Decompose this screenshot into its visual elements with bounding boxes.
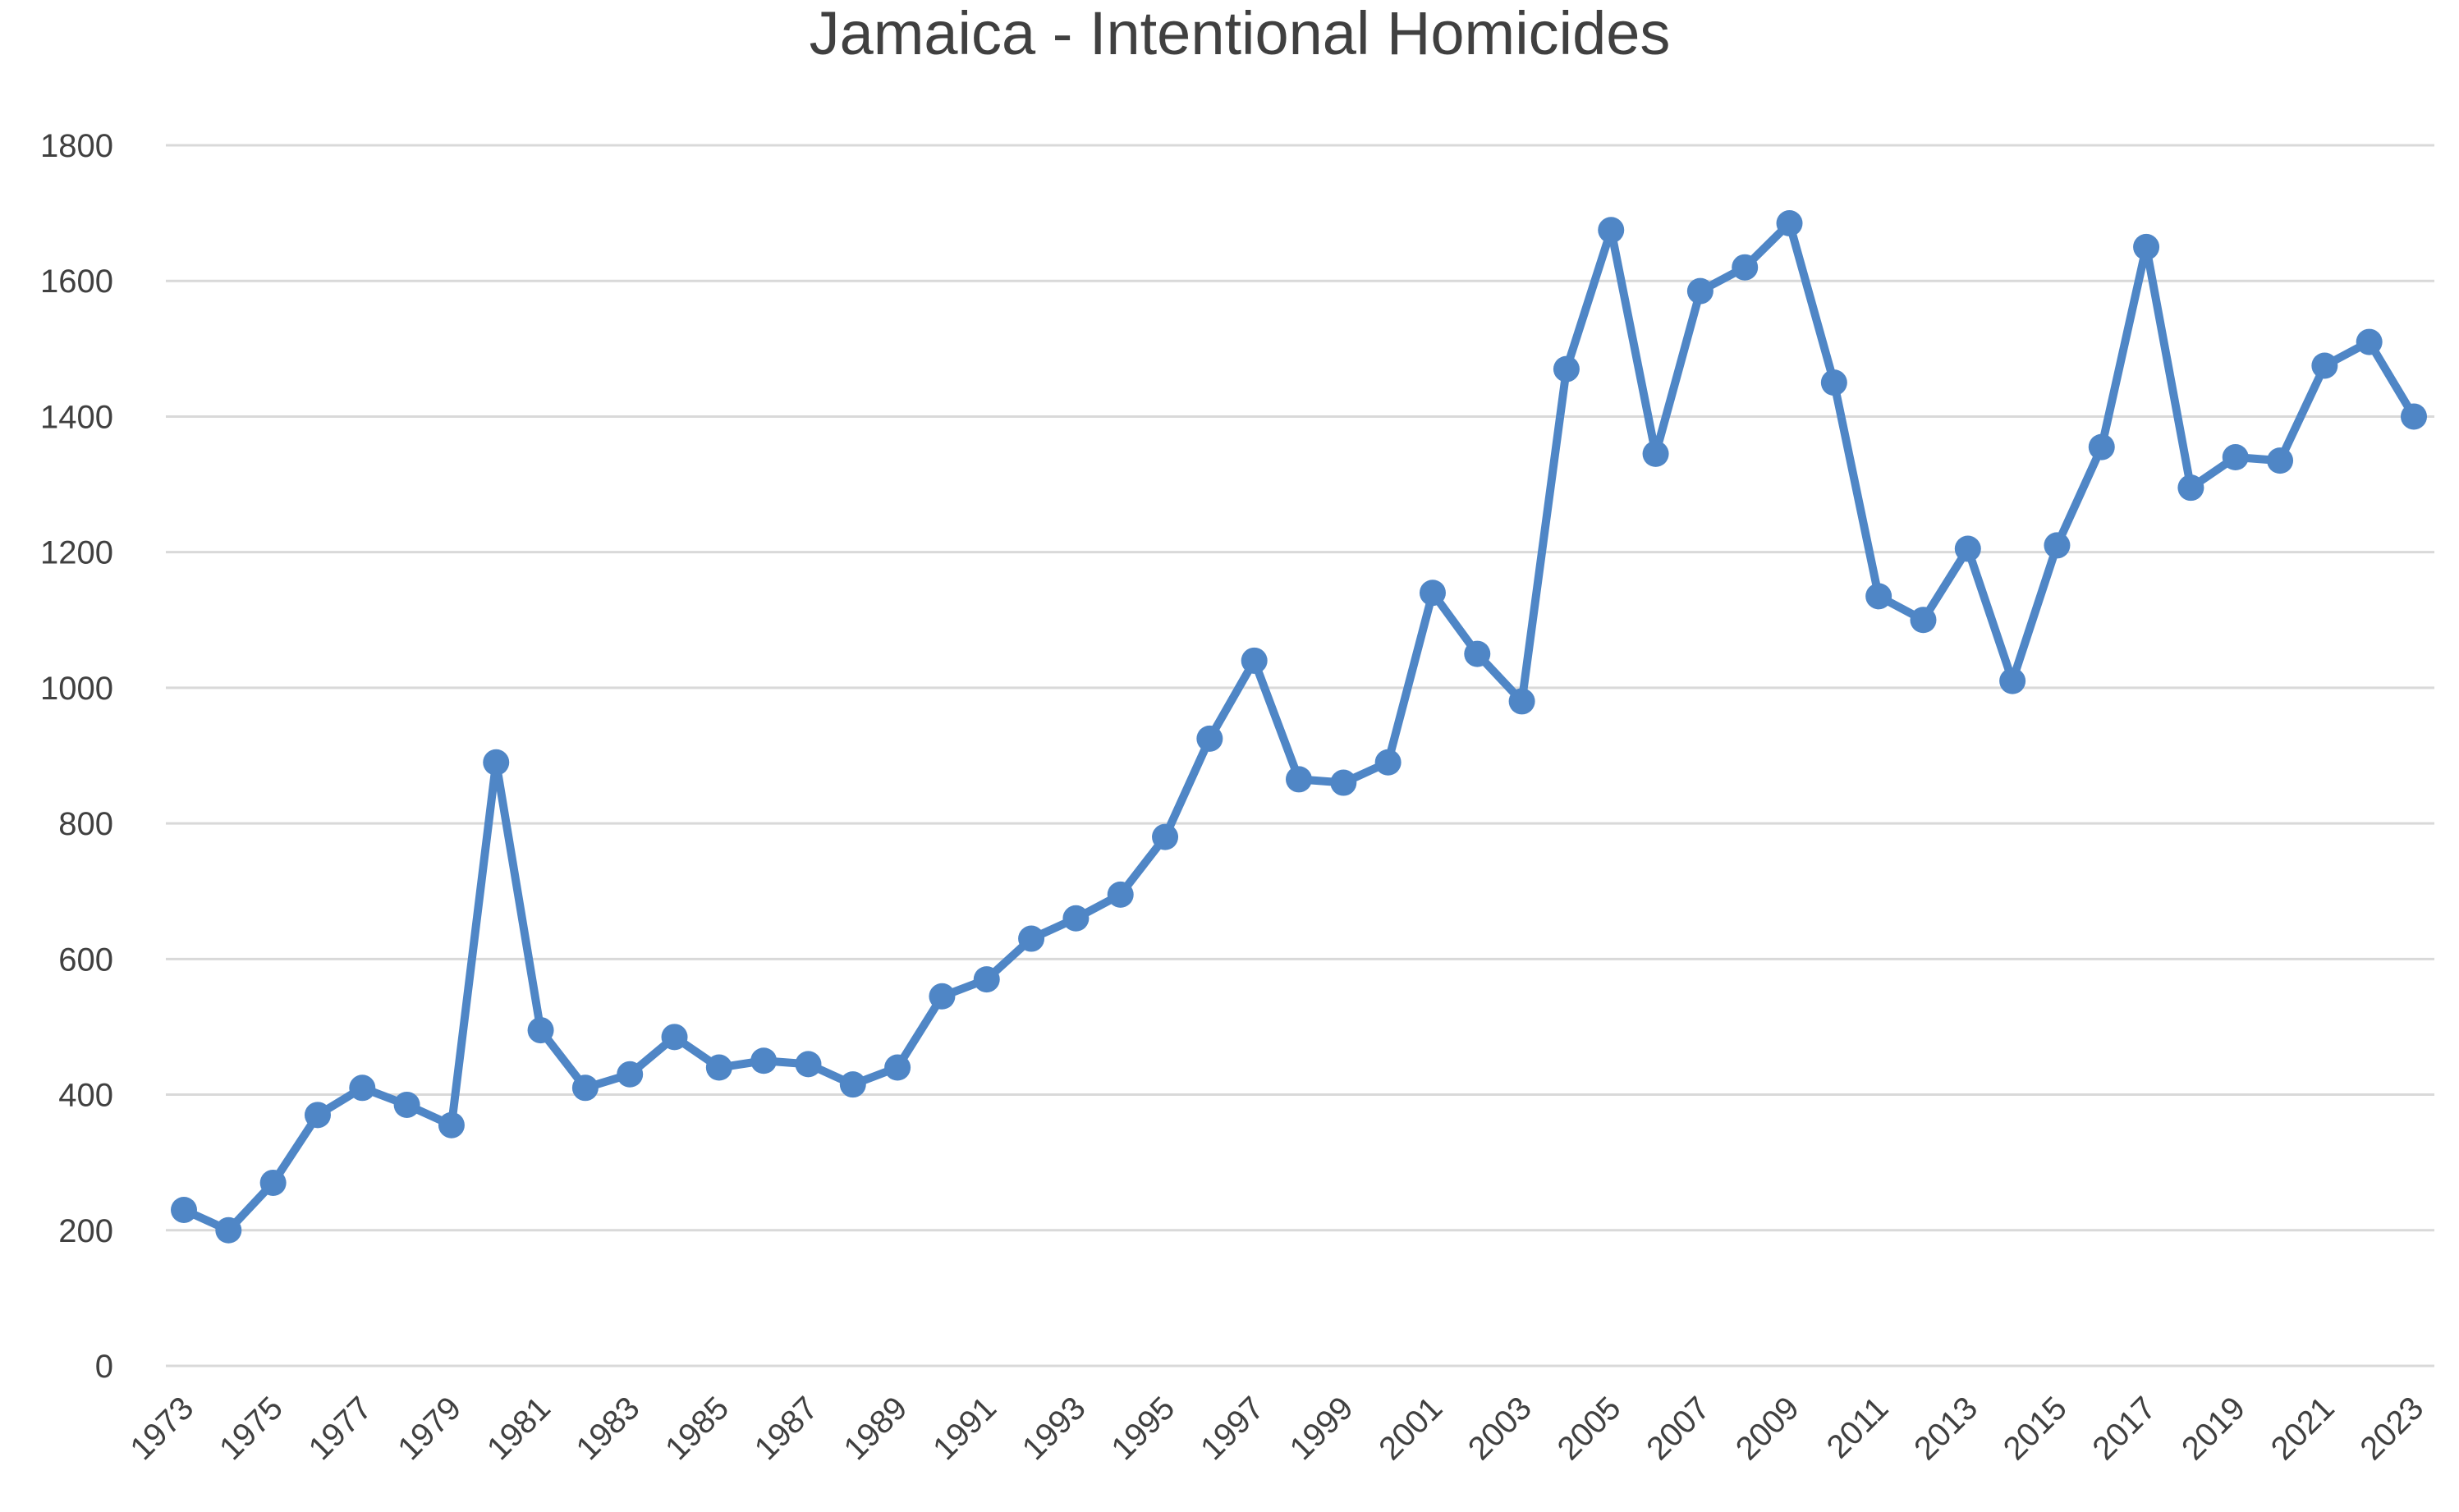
data-point <box>349 1074 376 1102</box>
data-point <box>2133 233 2160 260</box>
data-point <box>1686 277 1714 305</box>
data-point <box>393 1091 420 1118</box>
data-point <box>1820 369 1847 396</box>
data-point <box>1464 640 1491 667</box>
x-tick-label: 1993 <box>1016 1390 1093 1467</box>
y-tick-label: 1600 <box>40 263 113 300</box>
x-tick-label: 2013 <box>1907 1390 1984 1467</box>
x-tick-label: 1997 <box>1194 1390 1271 1467</box>
y-tick-label: 0 <box>95 1349 113 1385</box>
x-tick-label: 1979 <box>391 1390 468 1467</box>
data-point <box>1954 535 1981 562</box>
data-point <box>304 1102 331 1129</box>
data-point <box>527 1017 554 1044</box>
data-point <box>705 1054 732 1081</box>
data-point <box>839 1071 866 1098</box>
series-layer <box>180 219 2418 1235</box>
x-tick-label: 2021 <box>2264 1390 2342 1467</box>
data-point <box>571 1074 599 1102</box>
chart-title: Jamaica - Intentional Homicides <box>810 0 1671 67</box>
data-point <box>2222 444 2249 471</box>
data-point <box>2401 403 2427 430</box>
data-point <box>1062 905 1090 932</box>
x-tick-label: 2011 <box>1820 1390 1896 1465</box>
data-point <box>215 1216 242 1244</box>
series-line <box>180 219 2418 1235</box>
data-point <box>2267 447 2294 474</box>
data-point <box>171 1196 197 1223</box>
data-point <box>1776 210 1803 237</box>
data-point <box>2177 474 2204 502</box>
data-point <box>2044 532 2071 559</box>
x-tick-label: 1981 <box>480 1390 557 1467</box>
data-point <box>438 1111 465 1139</box>
y-tick-label: 1200 <box>40 535 113 571</box>
data-point <box>2088 433 2115 460</box>
data-point <box>750 1047 778 1074</box>
data-point <box>259 1169 287 1196</box>
data-point <box>1018 925 1045 952</box>
x-tick-label: 2023 <box>2353 1390 2430 1467</box>
x-tick-label: 1991 <box>926 1390 1003 1467</box>
x-tick-label: 1987 <box>748 1390 825 1467</box>
x-tick-label: 1973 <box>123 1390 200 1467</box>
data-point <box>617 1061 644 1088</box>
data-point <box>661 1024 688 1051</box>
x-tick-label: 2005 <box>1551 1390 1628 1467</box>
y-tick-label: 600 <box>58 942 113 978</box>
x-tick-label: 1995 <box>1104 1390 1181 1467</box>
x-tick-label: 2015 <box>1997 1390 2074 1467</box>
x-tick-label: 1977 <box>302 1390 379 1467</box>
y-tick-label: 400 <box>58 1078 113 1114</box>
marker-layer <box>171 210 2427 1244</box>
data-point <box>1732 254 1759 281</box>
x-tick-label: 2017 <box>2085 1390 2163 1467</box>
x-axis-tick-labels: 1973 1975 1977 1979 1981 1983 1985 1987 1989 1991… <box>123 1390 2430 1467</box>
data-point <box>795 1051 822 1078</box>
data-point <box>1999 667 2026 694</box>
data-point <box>1374 749 1402 776</box>
x-tick-label: 1999 <box>1283 1390 1360 1467</box>
gridlines <box>166 144 2434 1368</box>
y-tick-label: 800 <box>58 806 113 842</box>
data-point <box>483 749 510 776</box>
x-tick-label: 1983 <box>570 1390 647 1467</box>
data-point <box>1598 217 1625 244</box>
x-tick-label: 1985 <box>658 1390 736 1467</box>
data-point <box>1865 583 1892 610</box>
y-tick-label: 200 <box>58 1213 113 1249</box>
x-tick-label: 1989 <box>837 1390 914 1467</box>
data-point <box>973 966 1000 993</box>
x-tick-label: 2003 <box>1461 1390 1539 1467</box>
y-axis-tick-labels: 0 200 400 600 800 1000 1200 1400 1600 1800 <box>40 128 113 1385</box>
data-point <box>1107 881 1134 908</box>
x-tick-label: 2009 <box>1729 1390 1806 1467</box>
data-point <box>1910 607 1937 634</box>
data-point <box>929 983 956 1010</box>
y-tick-label: 1000 <box>40 671 113 707</box>
x-tick-label: 2007 <box>1640 1390 1717 1467</box>
data-point <box>1286 766 1312 793</box>
data-point <box>884 1054 911 1081</box>
data-point <box>2311 352 2338 379</box>
y-tick-label: 1800 <box>40 128 113 164</box>
x-tick-label: 1975 <box>213 1390 290 1467</box>
x-tick-label: 2001 <box>1372 1390 1449 1467</box>
data-point <box>1152 823 1179 850</box>
data-point <box>1553 355 1580 383</box>
data-point <box>1241 647 1268 674</box>
data-point <box>1330 769 1357 796</box>
data-point <box>1419 580 1446 607</box>
data-point <box>1196 725 1223 752</box>
y-tick-label: 1400 <box>40 399 113 435</box>
data-point <box>2356 328 2383 355</box>
x-tick-label: 2019 <box>2175 1390 2252 1467</box>
data-point <box>1642 440 1669 467</box>
data-point <box>1508 688 1535 715</box>
